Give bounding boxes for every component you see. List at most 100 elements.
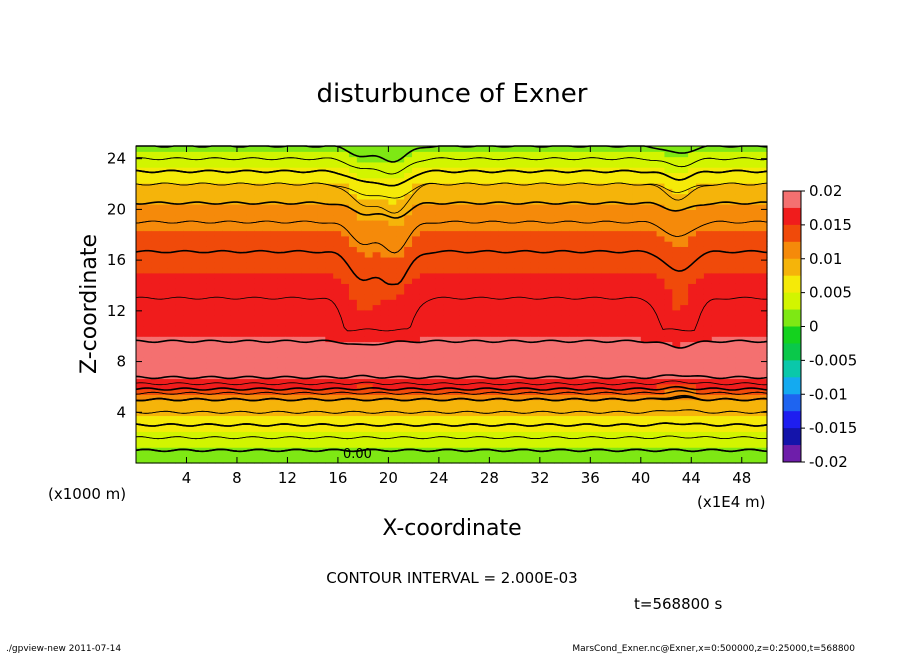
field-cell (388, 315, 397, 321)
field-cell (333, 198, 342, 205)
field-cell (285, 172, 295, 179)
field-cell (617, 151, 626, 158)
field-cell (183, 315, 192, 321)
field-cell (711, 256, 721, 263)
field-cell (656, 447, 666, 454)
field-cell (490, 341, 500, 348)
field-cell (577, 198, 587, 205)
field-cell (696, 272, 705, 279)
field-cell (483, 426, 492, 432)
field-cell (727, 172, 737, 179)
field-cell (703, 426, 713, 432)
field-cell (262, 373, 271, 380)
field-cell (262, 336, 271, 343)
field-cell (498, 325, 508, 332)
field-cell (309, 288, 319, 295)
field-cell (167, 452, 177, 459)
field-cell (333, 383, 342, 390)
field-cell (735, 336, 744, 343)
field-cell (546, 230, 555, 237)
field-cell (751, 293, 760, 300)
field-cell (601, 177, 610, 184)
field-cell (159, 410, 169, 417)
field-cell (348, 299, 358, 306)
field-cell (309, 320, 319, 327)
field-cell (372, 399, 382, 406)
field-cell (230, 404, 240, 411)
field-cell (664, 320, 673, 327)
field-cell (759, 283, 768, 290)
field-cell (341, 204, 350, 210)
field-cell (609, 431, 618, 438)
field-cell (238, 246, 248, 253)
field-cell (538, 330, 547, 337)
field-cell (388, 151, 397, 158)
field-cell (396, 330, 405, 337)
field-cell (214, 304, 224, 311)
field-cell (554, 246, 563, 253)
field-cell (719, 330, 729, 337)
field-cell (451, 193, 460, 200)
field-cell (727, 209, 737, 216)
field-cell (238, 172, 248, 179)
field-cell (317, 415, 326, 422)
field-cell (688, 352, 697, 358)
field-cell (419, 404, 429, 411)
field-cell (238, 309, 248, 316)
field-cell (136, 177, 145, 184)
y-tick-label: 8 (116, 353, 126, 371)
field-cell (506, 383, 516, 390)
field-cell (159, 431, 169, 438)
field-cell (167, 188, 177, 195)
field-cell (136, 235, 145, 242)
field-cell (404, 394, 413, 401)
field-cell (490, 357, 500, 364)
field-cell (254, 457, 263, 464)
field-cell (309, 262, 319, 269)
field-cell (419, 383, 429, 390)
field-cell (254, 352, 263, 358)
field-cell (490, 378, 500, 385)
field-cell (498, 172, 508, 179)
field-cell (356, 367, 366, 374)
field-cell (222, 188, 232, 195)
field-cell (640, 299, 650, 306)
field-cell (585, 362, 595, 369)
field-cell (419, 262, 429, 269)
field-cell (735, 198, 744, 205)
field-cell (569, 399, 579, 406)
field-cell (396, 267, 405, 274)
field-cell (191, 204, 200, 210)
field-cell (364, 441, 374, 448)
field-cell (356, 309, 366, 316)
field-cell (183, 394, 192, 401)
field-cell (483, 299, 492, 306)
field-cell (380, 146, 389, 152)
field-cell (317, 241, 326, 247)
field-cell (719, 441, 729, 448)
field-cell (561, 146, 571, 152)
field-cell (341, 161, 350, 168)
field-cell (293, 278, 303, 284)
field-cell (222, 404, 232, 411)
field-cell (640, 235, 650, 242)
field-cell (459, 209, 468, 216)
field-cell (711, 230, 721, 237)
field-cell (672, 299, 681, 306)
field-cell (751, 177, 760, 184)
field-cell (680, 336, 689, 343)
field-cell (301, 167, 311, 174)
field-cell (230, 352, 240, 358)
field-cell (159, 394, 169, 401)
field-cell (317, 246, 326, 253)
field-cell (538, 225, 547, 232)
field-cell (333, 204, 342, 210)
field-cell (372, 378, 382, 385)
field-cell (301, 146, 311, 152)
field-cell (427, 151, 437, 158)
field-cell (206, 283, 216, 290)
field-cell (546, 241, 555, 247)
field-cell (388, 362, 397, 369)
field-cell (727, 256, 737, 263)
field-cell (601, 193, 610, 200)
